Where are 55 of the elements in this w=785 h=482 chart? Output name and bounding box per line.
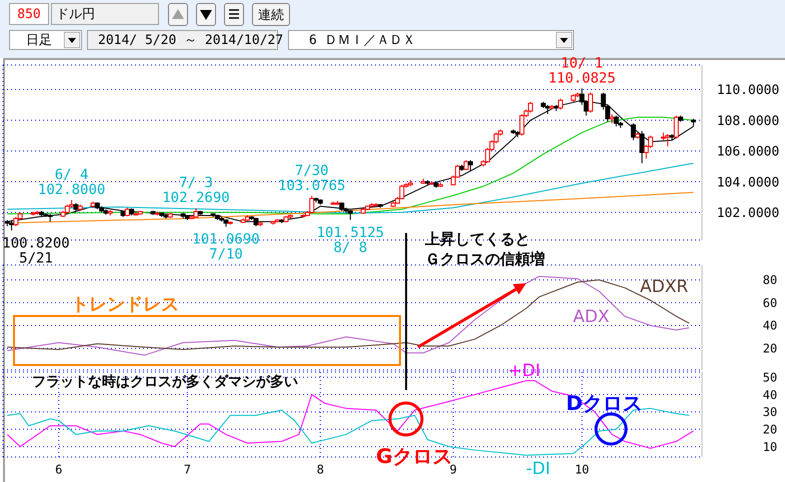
y-tick-label: 40 [762,388,778,402]
candlestick [558,98,563,110]
candlestick [665,134,670,147]
x-tick-label: 6 [55,462,62,477]
candlestick [545,104,550,115]
text: ドル円 [51,3,159,25]
annotation: 上昇してくるとＧクロスの信頼増 [424,230,545,268]
series-label: +DI [508,361,540,381]
annotation: 101.5125 8/ 8 [316,224,384,256]
candlestick [399,184,404,200]
candlestick [519,114,524,136]
candlestick [614,115,619,127]
annotation: 6/ 4 102.8000 [38,167,106,198]
annotation: 10/ 1 110.0825 [548,55,616,86]
series-label: ADXR [640,277,688,297]
candlestick [674,115,679,140]
x-tick-label: 9 [450,462,457,477]
text: 2014/ 5/20 ～ 2014/10/27 [97,32,284,50]
annotation: 101.0690 7/10 [192,232,260,263]
candlestick [630,122,636,141]
candlestick [528,101,533,114]
annotation: 7/30 103.0765 [278,162,346,194]
candlestick [468,160,473,172]
y-tick-label: 104.0000 [716,175,780,190]
candlestick [639,130,644,164]
text: 6 ＤＭＩ／ＡＤＸ [288,30,574,50]
annotation: 100.8200 5/21 [2,235,70,266]
y-tick-label: 30 [762,405,778,420]
annotation: フラットな時はクロスが多くダマシが多い [32,374,298,390]
y-tick-label: 50 [762,370,778,384]
text: 850 [9,3,49,25]
y-tick-label: 110.0000 [716,83,780,98]
x-tick-label: 7 [184,462,192,477]
text: 連続 [252,3,290,26]
y-tick-label: 10 [762,440,778,454]
y-tick-label: 40 [762,318,778,333]
series-label: -DI [526,459,550,479]
annotation: Dクロス [566,391,643,415]
y-tick-label: 80 [762,273,778,288]
x-tick-label: 8 [316,462,324,477]
y-tick-label: 102.0000 [716,206,780,221]
series-label: ADX [573,307,610,327]
y-tick-label: 60 [762,296,778,310]
annotation: トレンドレス [71,294,179,315]
candlestick [13,216,18,227]
y-tick-label: 20 [762,422,778,437]
annotation: 7/ 3 102.2690 [162,175,230,206]
y-tick-label: 108.0000 [716,114,780,129]
candlestick [309,195,314,214]
candlestick [588,92,594,114]
line-series [6,162,694,214]
text: 日足 [9,30,82,50]
y-tick-label: 106.0000 [716,144,780,160]
y-tick-label: 20 [762,342,778,356]
x-tick-label: 10 [574,462,590,477]
